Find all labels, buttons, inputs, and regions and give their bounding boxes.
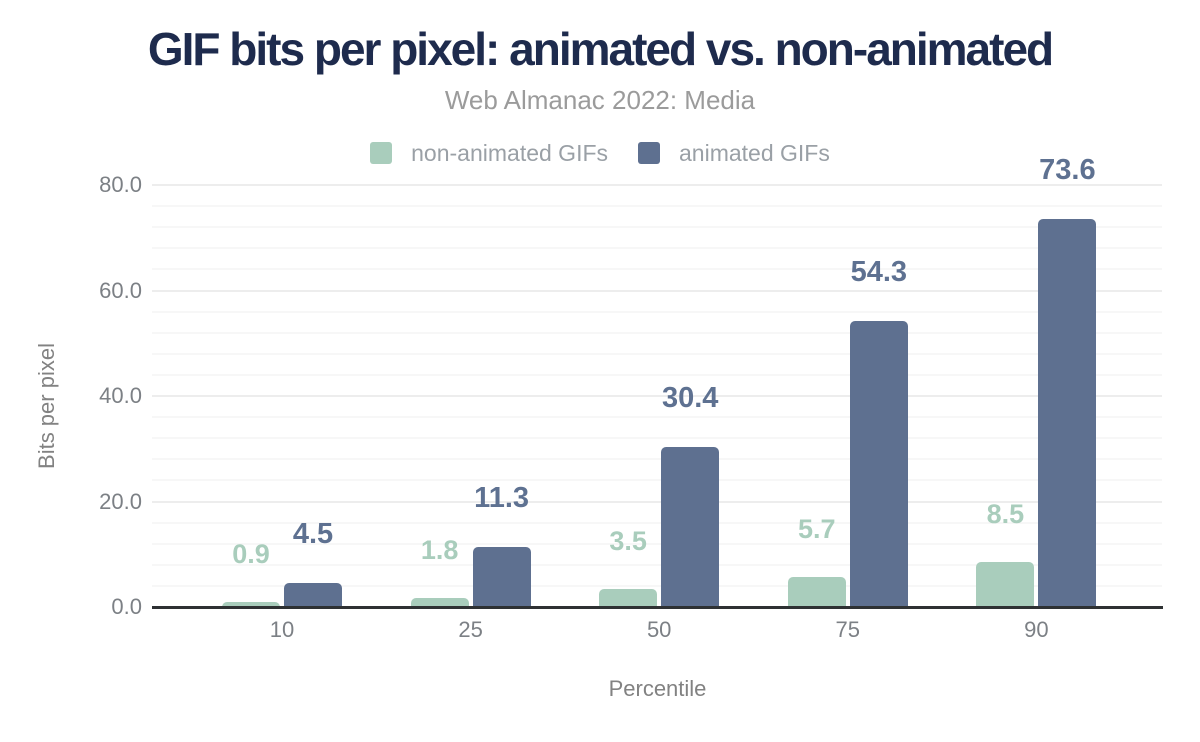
x-tick-label: 50 (646, 617, 672, 642)
legend-swatch-icon (638, 142, 661, 164)
chart-subtitle: Web Almanac 2022: Media (444, 85, 756, 115)
minor-gridline (152, 521, 1162, 524)
legend-item: non-animated GIFs (370, 140, 608, 166)
minor-gridline (152, 373, 1162, 376)
bar-non-animated-p25 (410, 597, 469, 607)
minor-gridline (152, 584, 1162, 587)
bar-animated-p50 (661, 446, 720, 607)
bar-value-label: 0.9 (232, 539, 270, 570)
y-tick-label: 80.0 (99, 172, 142, 197)
minor-gridline (152, 247, 1162, 250)
legend-label: non-animated GIFs (411, 140, 609, 166)
bar-value-label: 3.5 (609, 525, 647, 556)
minor-gridline (152, 416, 1162, 419)
bar-animated-p25 (472, 547, 531, 607)
minor-gridline (152, 268, 1162, 271)
minor-gridline (152, 226, 1162, 229)
x-tick-label: 75 (835, 617, 861, 642)
x-tick-label: 25 (458, 617, 483, 642)
major-gridline (152, 500, 1162, 503)
minor-gridline (152, 331, 1162, 334)
minor-gridline (152, 437, 1162, 440)
legend-item: animated GIFs (638, 140, 830, 166)
bar-animated-p75 (849, 320, 908, 607)
minor-gridline (152, 563, 1162, 566)
major-gridline (152, 395, 1162, 397)
y-tick-label: 60.0 (99, 277, 142, 303)
minor-gridline (152, 352, 1162, 355)
x-tick-label: 90 (1024, 617, 1049, 642)
bar-value-label: 54.3 (850, 255, 908, 288)
bar-value-label: 5.7 (798, 513, 836, 544)
bar-value-label: 30.4 (661, 381, 719, 414)
y-tick-label: 40.0 (99, 383, 142, 408)
chart-title: GIF bits per pixel: animated vs. non-ani… (147, 23, 1054, 75)
major-gridline (152, 184, 1162, 186)
y-tick-label: 0.0 (111, 594, 142, 619)
y-tick-label: 20.0 (99, 488, 142, 514)
bar-value-label: 1.8 (420, 534, 459, 565)
x-axis-title: Percentile (608, 676, 707, 701)
x-tick-label: 10 (269, 617, 295, 642)
legend-label: animated GIFs (679, 140, 830, 166)
x-axis-line (152, 606, 1163, 609)
legend-swatch-icon (370, 142, 393, 164)
bar-non-animated-p75 (787, 576, 846, 607)
minor-gridline (152, 458, 1162, 461)
major-gridline (152, 289, 1162, 292)
bar-animated-p10 (284, 583, 342, 607)
minor-gridline (152, 310, 1162, 313)
bar-value-label: 11.3 (474, 482, 530, 515)
bar-value-label: 73.6 (1039, 153, 1096, 186)
bar-value-label: 4.5 (292, 518, 334, 551)
minor-gridline (152, 542, 1162, 545)
bar-non-animated-p50 (599, 588, 658, 607)
bar-non-animated-p10 (222, 602, 280, 607)
minor-gridline (152, 479, 1162, 482)
minor-gridline (152, 205, 1162, 208)
bar-non-animated-p90 (976, 562, 1035, 607)
plot-area: 0.9 4.5 1.8 11.3 3.5 30.4 5.7 54.3 8.5 73.6 (152, 155, 1162, 607)
bar-animated-p90 (1038, 218, 1097, 607)
legend: non-animated GIFs animated GIFs (0, 140, 1200, 166)
bar-value-label: 8.5 (986, 499, 1025, 530)
